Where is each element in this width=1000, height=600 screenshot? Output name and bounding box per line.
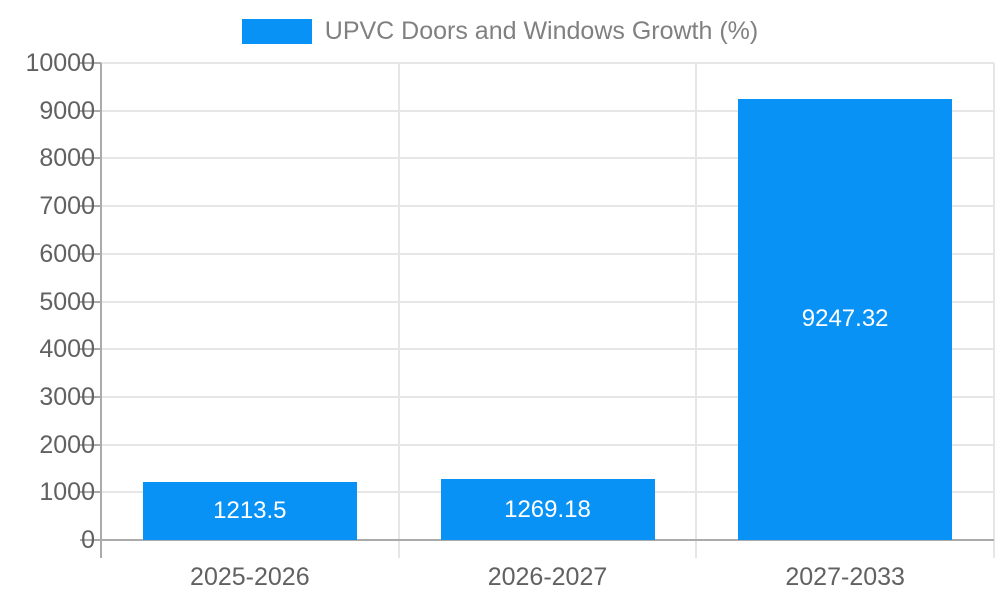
y-tick-label: 1000 bbox=[39, 478, 95, 507]
y-axis-tick bbox=[80, 348, 101, 351]
y-tick-label: 10000 bbox=[25, 49, 95, 77]
y-tick-label: 3000 bbox=[39, 382, 95, 411]
y-grid-line bbox=[101, 300, 994, 303]
y-axis-tick bbox=[80, 395, 101, 398]
y-grid-line bbox=[101, 62, 994, 64]
y-tick-label: 5000 bbox=[39, 287, 95, 316]
chart-legend: UPVC Doors and Windows Growth (%) bbox=[0, 17, 1000, 45]
y-axis-line bbox=[100, 63, 102, 558]
x-tick-label: 2026-2027 bbox=[487, 563, 608, 591]
legend-series-label: UPVC Doors and Windows Growth (%) bbox=[324, 17, 759, 45]
y-axis-tick bbox=[80, 205, 101, 208]
y-grid-line bbox=[101, 157, 994, 160]
bar-value-label: 1213.5 bbox=[213, 497, 287, 525]
x-grid-line bbox=[695, 63, 698, 558]
y-tick-label: 9000 bbox=[39, 96, 95, 125]
legend-color-swatch bbox=[241, 19, 312, 44]
x-axis-line bbox=[100, 539, 994, 541]
x-grid-line bbox=[993, 63, 995, 558]
y-tick-label: 6000 bbox=[39, 239, 95, 268]
y-grid-line bbox=[101, 252, 994, 255]
y-axis-tick bbox=[80, 491, 101, 494]
y-axis-tick bbox=[80, 300, 101, 303]
bar bbox=[142, 482, 357, 540]
y-axis-tick bbox=[80, 252, 101, 255]
y-axis-tick bbox=[80, 539, 101, 541]
bar bbox=[738, 98, 953, 540]
y-tick-label: 2000 bbox=[39, 430, 95, 459]
y-axis-tick bbox=[80, 109, 101, 112]
y-axis-tick bbox=[80, 62, 101, 64]
y-tick-label: 0 bbox=[81, 526, 95, 554]
y-axis-tick bbox=[80, 443, 101, 446]
y-tick-label: 4000 bbox=[39, 335, 95, 364]
y-axis-tick bbox=[80, 157, 101, 160]
y-grid-line bbox=[101, 348, 994, 351]
x-grid-line bbox=[397, 63, 400, 558]
y-grid-line bbox=[101, 443, 994, 446]
bar bbox=[440, 479, 655, 540]
bar-value-label: 1269.18 bbox=[504, 495, 591, 523]
bar-value-label: 9247.32 bbox=[801, 305, 889, 333]
y-grid-line bbox=[101, 395, 994, 398]
x-tick-label: 2025-2026 bbox=[190, 563, 310, 591]
y-grid-line bbox=[101, 109, 994, 112]
y-tick-label: 8000 bbox=[39, 144, 95, 173]
x-tick-label: 2027-2033 bbox=[785, 563, 905, 591]
y-tick-label: 7000 bbox=[39, 192, 95, 221]
y-grid-line bbox=[101, 205, 994, 208]
